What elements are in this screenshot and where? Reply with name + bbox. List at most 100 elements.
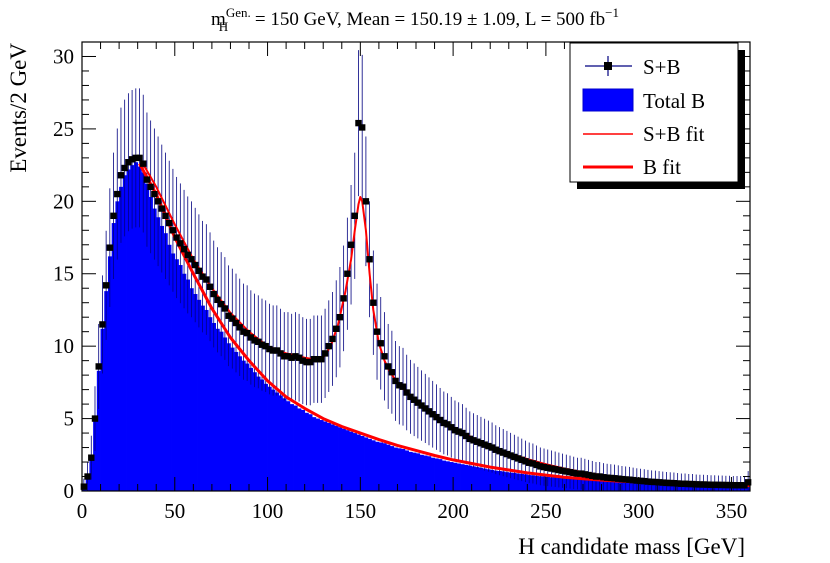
s-plus-b-marker	[726, 481, 733, 489]
x-tick-label: 50	[164, 499, 185, 523]
total-b-bar	[445, 461, 450, 491]
total-b-bar	[256, 376, 261, 491]
legend-label-s-plus-b-fit: S+B fit	[643, 122, 705, 146]
legend-s-plus-b-marker	[604, 62, 612, 70]
s-plus-b-marker	[488, 444, 496, 451]
total-b-bar	[523, 474, 528, 491]
s-plus-b-marker	[622, 476, 629, 483]
legend: S+B Total B S+B fit B fit	[569, 42, 745, 189]
s-plus-b-marker	[633, 477, 641, 484]
total-b-bar	[375, 441, 380, 491]
total-b-bar	[145, 183, 150, 491]
s-plus-b-marker	[314, 355, 321, 363]
s-plus-b-marker	[366, 256, 373, 263]
s-plus-b-marker	[574, 470, 581, 477]
total-b-bar	[519, 473, 525, 491]
s-plus-b-marker	[444, 421, 451, 428]
s-plus-b-marker	[474, 438, 481, 445]
s-plus-b-marker	[603, 474, 611, 481]
s-plus-b-marker	[611, 475, 618, 482]
total-b-bar	[497, 471, 502, 491]
s-plus-b-marker	[225, 312, 232, 319]
total-b-bar	[126, 169, 131, 491]
total-b-bar	[293, 405, 298, 491]
total-b-bar	[252, 372, 257, 491]
s-plus-b-marker	[240, 328, 247, 335]
total-b-bar	[200, 305, 205, 491]
s-plus-b-marker	[507, 452, 514, 459]
s-plus-b-marker	[692, 481, 700, 488]
s-plus-b-marker	[407, 393, 414, 401]
total-b-bar	[93, 421, 98, 491]
s-plus-b-marker	[381, 353, 388, 360]
s-plus-b-marker	[681, 480, 689, 487]
s-plus-b-marker	[696, 481, 704, 488]
s-plus-b-marker	[459, 429, 466, 437]
s-plus-b-marker	[689, 480, 696, 488]
y-tick-label: 0	[64, 479, 75, 503]
total-b-bar	[441, 460, 447, 491]
s-plus-b-marker	[277, 350, 284, 357]
s-plus-b-marker	[707, 481, 715, 488]
s-plus-b-marker	[481, 441, 488, 448]
s-plus-b-marker	[262, 342, 269, 350]
s-plus-b-marker	[117, 172, 125, 179]
y-tick-label: 10	[53, 334, 74, 358]
total-b-bar	[230, 347, 235, 491]
s-plus-b-marker	[377, 340, 384, 347]
s-plus-b-marker	[626, 476, 633, 483]
total-b-bar	[245, 363, 250, 491]
s-plus-b-marker	[217, 300, 225, 308]
legend-label-s-plus-b: S+B	[643, 55, 681, 79]
total-b-bar	[141, 172, 146, 491]
total-b-bar	[427, 456, 432, 491]
s-plus-b-marker	[592, 473, 600, 480]
total-b-bar	[163, 233, 168, 491]
total-b-bar	[345, 430, 350, 491]
s-plus-b-marker	[433, 413, 440, 421]
s-plus-b-marker	[566, 468, 574, 476]
total-b-bar	[211, 322, 216, 491]
total-b-bar	[115, 201, 120, 492]
total-b-bar	[204, 309, 209, 491]
s-plus-b-marker	[132, 154, 140, 162]
s-plus-b-marker	[410, 396, 418, 403]
total-b-bar	[197, 299, 202, 491]
total-b-bar	[178, 265, 183, 491]
s-plus-b-marker	[373, 328, 381, 335]
total-b-bar	[297, 408, 302, 491]
s-plus-b-marker	[399, 383, 407, 390]
s-plus-b-marker	[618, 475, 626, 483]
s-plus-b-marker	[663, 479, 670, 487]
total-b-bar	[215, 328, 220, 491]
s-plus-b-marker	[355, 119, 362, 127]
total-b-bar	[100, 328, 105, 491]
s-plus-b-marker	[214, 296, 221, 304]
total-b-bar	[341, 428, 346, 491]
total-b-bar	[323, 421, 328, 491]
s-plus-b-marker	[106, 244, 114, 251]
s-plus-b-marker	[440, 419, 448, 427]
s-plus-b-marker	[629, 476, 637, 484]
total-b-bar	[237, 356, 242, 491]
s-plus-b-marker	[102, 282, 110, 289]
s-plus-b-marker	[514, 455, 522, 462]
total-b-bar	[453, 462, 458, 491]
s-plus-b-marker	[477, 440, 485, 447]
total-b-bar	[467, 465, 473, 491]
s-plus-b-marker	[600, 474, 607, 481]
s-plus-b-marker	[644, 478, 652, 485]
total-b-bar	[308, 414, 313, 491]
total-b-bar	[174, 259, 179, 491]
s-plus-b-marker	[128, 156, 136, 163]
total-b-bar	[479, 467, 484, 491]
x-tick-label: 300	[623, 499, 655, 523]
total-b-bar	[416, 453, 421, 491]
x-tick-label: 150	[345, 499, 377, 523]
total-b-bar	[111, 223, 116, 491]
s-plus-b-marker	[470, 437, 477, 444]
s-plus-b-marker	[551, 466, 559, 473]
total-b-bar	[133, 162, 139, 491]
chart-title: mGen. H = 150 GeV, Mean = 150.19 ± 1.09, …	[211, 5, 619, 34]
